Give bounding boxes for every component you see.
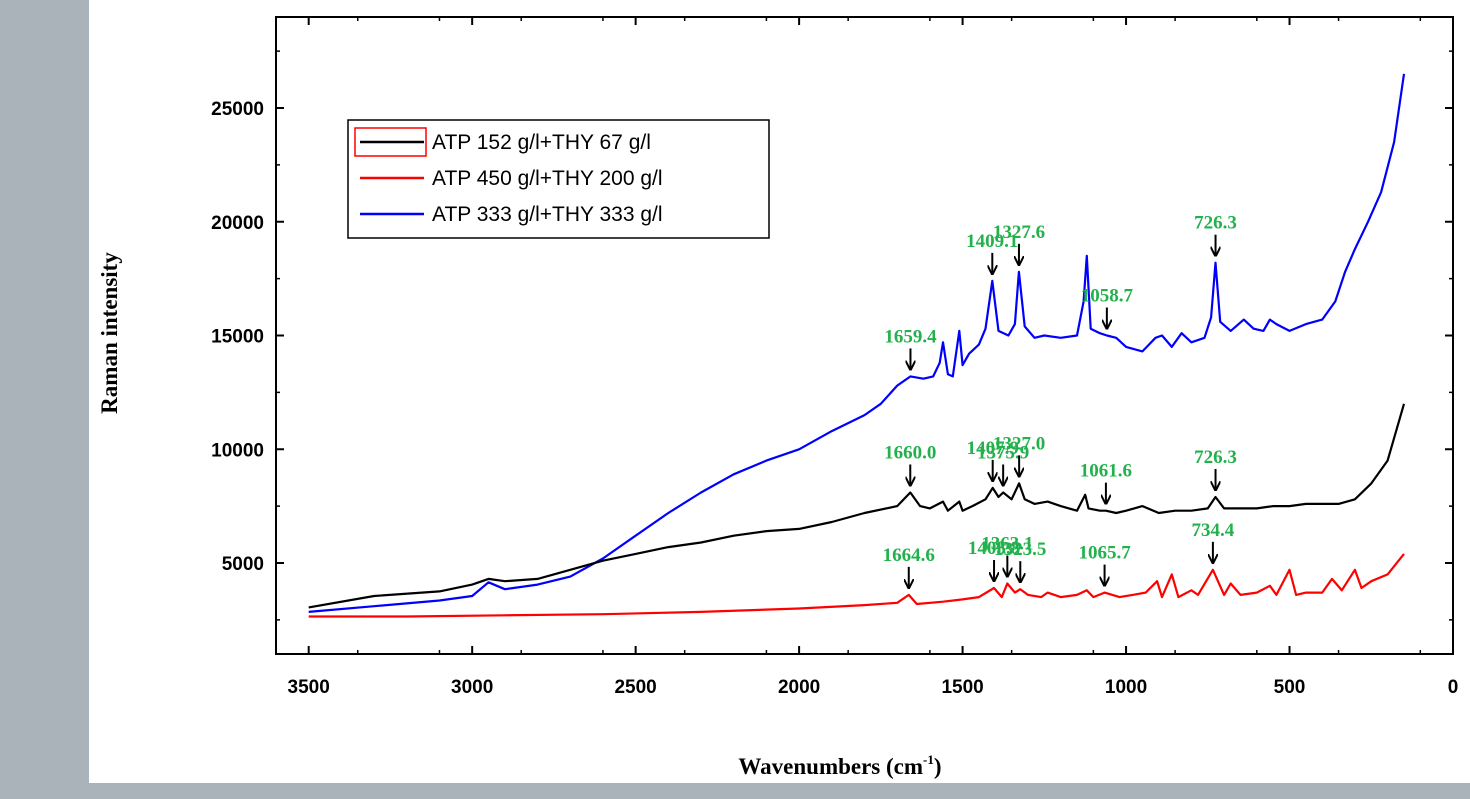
legend-label: ATP 450 g/l+THY 200 g/l — [432, 167, 663, 190]
y-tick-label: 10000 — [211, 440, 264, 461]
peak-label: 1363.1 — [981, 533, 1033, 554]
x-tick-label: 2500 — [614, 677, 656, 698]
x-tick-label: 2000 — [778, 677, 820, 698]
legend: ATP 152 g/l+THY 67 g/l ATP 450 g/l+THY 20… — [347, 119, 770, 239]
x-tick-label: 500 — [1274, 677, 1306, 698]
series-layer — [308, 73, 1406, 618]
x-axis-title-main: Wavenumbers (cm — [738, 754, 923, 779]
series-line-1 — [308, 403, 1406, 609]
x-tick-label: 3500 — [288, 677, 330, 698]
peak-label: 1659.4 — [884, 326, 937, 347]
y-axis-title: Raman intensity — [97, 252, 122, 414]
series-line-0 — [308, 73, 1406, 613]
y-tick-label: 15000 — [211, 327, 264, 348]
peak-label: 726.3 — [1194, 447, 1237, 468]
plot-frame — [275, 16, 1454, 655]
y-axis-ticks: 5000 10000 15000 20000 25000 — [211, 50, 1453, 621]
peak-label: 1327.0 — [993, 433, 1045, 454]
raman-spectrum-chart: 3500 3000 2500 2000 1500 1000 500 0 50001000015… — [97, 16, 1459, 779]
legend-label: ATP 152 g/l+THY 67 g/l — [432, 131, 651, 154]
peak-label: 726.3 — [1194, 213, 1237, 234]
plot-border — [275, 16, 1454, 655]
x-axis-title: Wavenumbers (cm-1) — [738, 752, 941, 779]
peak-label: 1065.7 — [1078, 543, 1131, 564]
peak-label: 1375.9 — [977, 442, 1029, 463]
x-axis-ticks: 3500 3000 2500 2000 1500 1000 500 0 — [275, 17, 1459, 698]
legend-swatch-box — [354, 127, 427, 157]
y-tick-label: 25000 — [211, 99, 264, 120]
peak-label: 1061.6 — [1080, 461, 1132, 482]
peak-label: 1058.7 — [1081, 286, 1134, 307]
peak-label: 1323.5 — [994, 539, 1046, 560]
peak-label: 1409.1 — [966, 231, 1018, 252]
x-tick-label: 1500 — [941, 677, 983, 698]
x-axis-title-superscript: -1 — [923, 752, 934, 767]
peak-label: 1660.0 — [884, 442, 936, 463]
x-tick-label: 1000 — [1105, 677, 1147, 698]
peak-label: 1407.9 — [967, 438, 1019, 459]
y-tick-label: 20000 — [211, 213, 264, 234]
peak-label: 1664.6 — [883, 545, 935, 566]
legend-label: ATP 333 g/l+THY 333 g/l — [432, 203, 663, 226]
x-tick-label: 0 — [1448, 677, 1459, 698]
figure-panel: 3500 3000 2500 2000 1500 1000 500 0 5000 10000 15… — [89, 0, 1470, 783]
peak-label: 734.4 — [1192, 520, 1235, 541]
y-tick-label: 5000 — [222, 554, 264, 575]
x-tick-label: 3000 — [451, 677, 493, 698]
x-axis-title-close: ) — [934, 754, 942, 779]
peak-label: 1327.6 — [993, 222, 1045, 243]
peak-label: 1403.8 — [968, 538, 1020, 559]
series-line-2 — [308, 553, 1405, 618]
